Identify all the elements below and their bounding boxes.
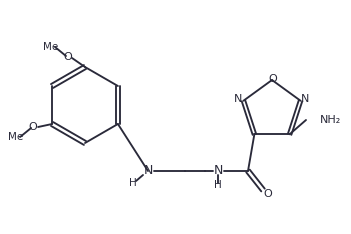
Text: N: N — [213, 165, 223, 178]
Text: O: O — [64, 52, 72, 62]
Text: O: O — [264, 189, 272, 199]
Text: Me: Me — [43, 42, 58, 52]
Text: NH₂: NH₂ — [320, 115, 341, 125]
Text: O: O — [269, 74, 277, 84]
Text: O: O — [29, 122, 38, 132]
Text: H: H — [214, 180, 222, 190]
Text: H: H — [129, 178, 137, 188]
Text: N: N — [234, 94, 243, 104]
Text: Me: Me — [8, 132, 23, 142]
Text: N: N — [143, 165, 153, 178]
Text: N: N — [302, 94, 310, 104]
